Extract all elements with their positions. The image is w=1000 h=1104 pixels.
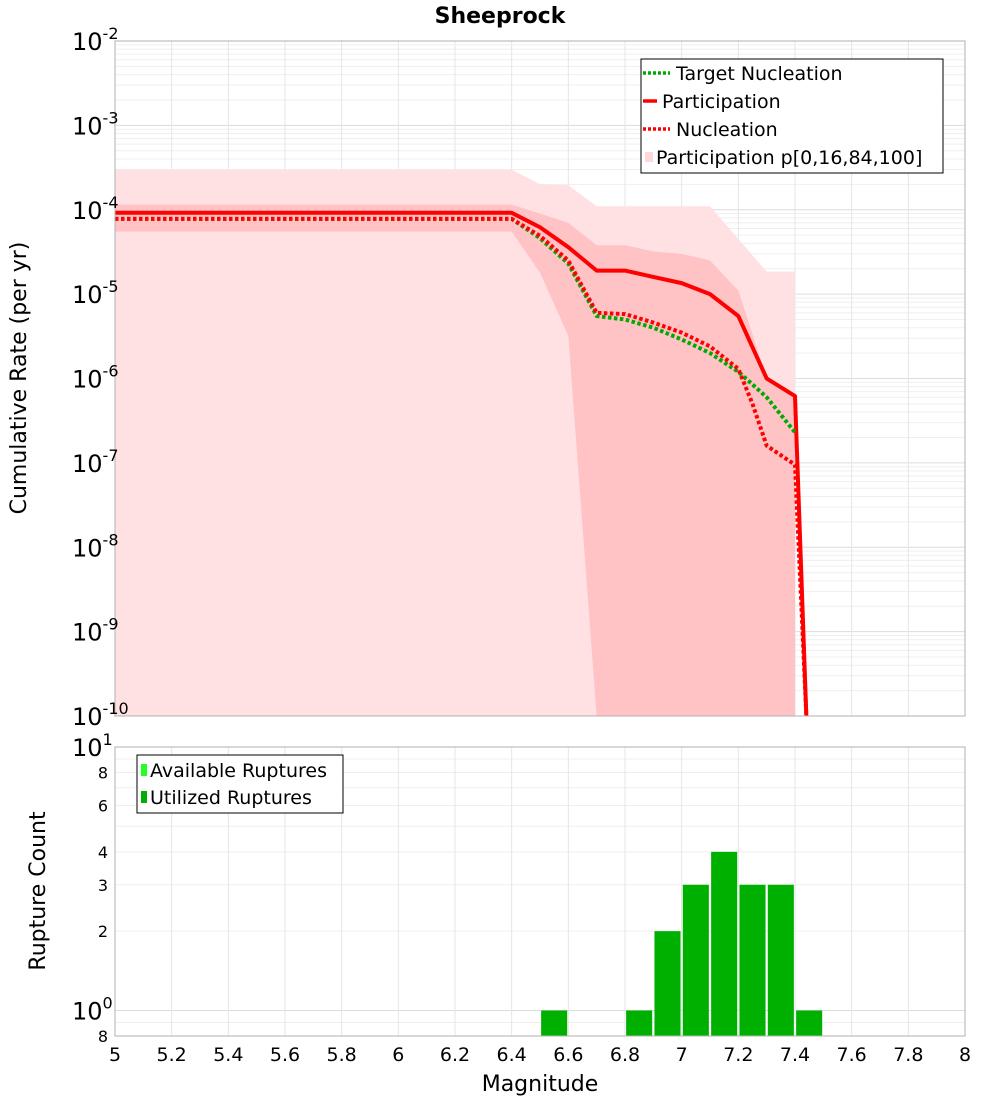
rate-y-tick-label: 10-7 [72,446,119,478]
rate-y-tick-label: 10-9 [72,615,119,647]
rate-y-ticks: 10-10 10-9 10-8 10-7 10-6 10-5 10-4 10-3 10-2 [72,24,129,731]
rate-y-tick-label: 10-5 [72,277,119,309]
magnitude-x-tick-label: 5.8 [327,1044,357,1066]
magnitude-x-tick-label: 6.6 [553,1044,583,1066]
legend-swatch-participation-band [645,152,653,162]
utilized-rupture-bar [739,884,766,1036]
legend-label-utilized-ruptures: Utilized Ruptures [150,787,312,809]
magnitude-x-tick-label: 5.2 [157,1044,187,1066]
magnitude-x-tick-label: 6.2 [440,1044,470,1066]
rate-plot-frame [114,40,966,717]
rate-plot: 10-10 10-9 10-8 10-7 10-6 10-5 10-4 10-3 10-2 Cu… [7,24,966,731]
rupture-y-tick-label: 4 [98,843,108,862]
rate-lines [115,210,809,717]
rate-y-tick-label: 10-3 [72,108,119,140]
rate-y-axis-label: Cumulative Rate (per yr) [7,242,32,515]
rupture-y-tick-label: 8 [98,764,108,783]
rate-y-tick-label: 10-10 [72,699,129,731]
rate-legend-box [640,58,944,174]
rupture-y-ticks: 8 2 3 4 6 8 100 101 [72,730,113,1046]
magnitude-x-tick-label: 8 [959,1044,971,1066]
legend-label-participation: Participation [662,91,781,113]
legend-swatch-available-ruptures [141,764,147,776]
magnitude-x-tick-label: 6.8 [610,1044,640,1066]
utilized-rupture-bar [654,931,681,1036]
rate-y-tick-label: 10-8 [72,530,119,562]
rupture-legend: Available Ruptures Utilized Ruptures [136,754,344,814]
rupture-y-tick-label: 8 [98,1027,108,1046]
utilized-rupture-bar [796,1010,823,1036]
magnitude-x-ticks: 5 5.2 5.4 5.6 5.8 6 6.2 6.4 6.6 6.8 7 7.2 7.4 7.6 7.8 8 [109,1044,971,1066]
magnitude-x-axis-label: Magnitude [482,1072,599,1097]
rupture-plot-frame [114,746,966,1037]
magnitude-x-tick-label: 6 [392,1044,404,1066]
magnitude-x-tick-label: 7.6 [837,1044,867,1066]
magnitude-x-tick-label: 7.4 [780,1044,810,1066]
magnitude-x-tick-label: 5 [109,1044,121,1066]
legend-label-target-nucleation: Target Nucleation [675,63,843,85]
magnitude-x-tick-label: 5.6 [270,1044,300,1066]
utilized-rupture-bar [626,1010,653,1036]
magnitude-x-tick-label: 7 [676,1044,688,1066]
rate-y-tick-label: 10-6 [72,362,119,394]
legend-label-nucleation: Nucleation [676,119,778,141]
legend-swatch-utilized-ruptures [141,791,147,803]
magnitude-x-tick-label: 7.8 [893,1044,923,1066]
participation-band-16-84 [115,204,795,717]
utilized-rupture-bar [711,851,738,1036]
rupture-count-plot: 8 2 3 4 6 8 100 101 5 5.2 5.4 5.6 5.8 6 6.2 6.4 6.6 6.8 7… [26,730,971,1097]
magnitude-x-tick-label: 6.4 [497,1044,527,1066]
legend-label-available-ruptures: Available Ruptures [150,760,327,782]
legend-label-participation-band: Participation p[0,16,84,100] [656,147,922,169]
rupture-y-tick-label: 3 [98,876,108,895]
rupture-y-decade-label: 101 [72,730,113,762]
utilized-rupture-bar [767,884,794,1036]
utilized-rupture-bar [682,884,709,1036]
rate-y-tick-label: 10-2 [72,24,119,56]
rupture-y-decade-label: 100 [72,993,113,1025]
rate-bands [115,169,795,717]
magnitude-x-tick-label: 5.4 [213,1044,243,1066]
rate-legend: Target Nucleation Participation Nucleati… [640,58,944,174]
rupture-y-tick-label: 6 [98,796,108,815]
magnitude-x-tick-label: 7.2 [723,1044,753,1066]
rupture-legend-box [136,754,344,814]
chart-title: Sheeprock [435,4,567,29]
rupture-bars [541,851,823,1036]
utilized-rupture-bar [541,1010,568,1036]
rate-y-tick-label: 10-4 [72,193,119,225]
participation-line [115,210,809,717]
rupture-y-axis-label: Rupture Count [26,811,51,971]
rupture-y-tick-label: 2 [98,922,108,941]
